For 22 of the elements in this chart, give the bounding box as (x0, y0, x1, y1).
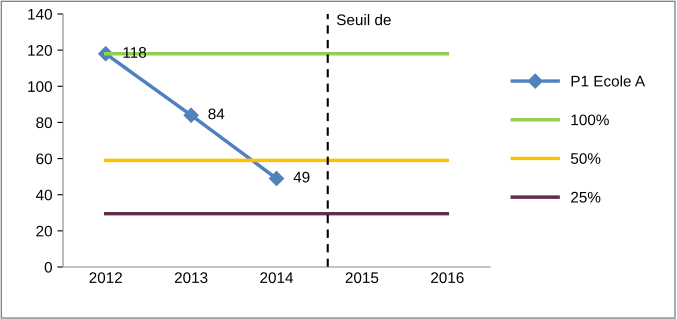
y-tick-label: 80 (36, 117, 52, 128)
legend-label: 25% (571, 192, 600, 203)
y-tick-label: 100 (28, 81, 52, 92)
x-tick-label: 2016 (431, 272, 464, 284)
data-label: 84 (208, 108, 224, 120)
data-label: 49 (294, 172, 310, 183)
point (184, 108, 199, 123)
x-tick-label: 2014 (260, 272, 294, 284)
x-tick-label: 2012 (89, 272, 122, 284)
y-tick-label: 60 (36, 153, 52, 164)
legend-label: 50% (570, 153, 600, 164)
x-tick-label: 2015 (346, 272, 378, 284)
ref-line-label: Seuil de (336, 14, 391, 26)
legend-label: P1 Ecole A (572, 75, 646, 87)
x-tick-label: 2013 (174, 272, 208, 284)
point (268, 170, 284, 186)
y-tick-label: 40 (36, 190, 52, 200)
legend-label: 100% (572, 114, 609, 126)
y-tick-label: 140 (28, 8, 52, 20)
y-tick-label: 20 (36, 226, 52, 237)
y-tick-label: 0 (44, 262, 52, 273)
y-tick-label: 120 (28, 45, 52, 56)
